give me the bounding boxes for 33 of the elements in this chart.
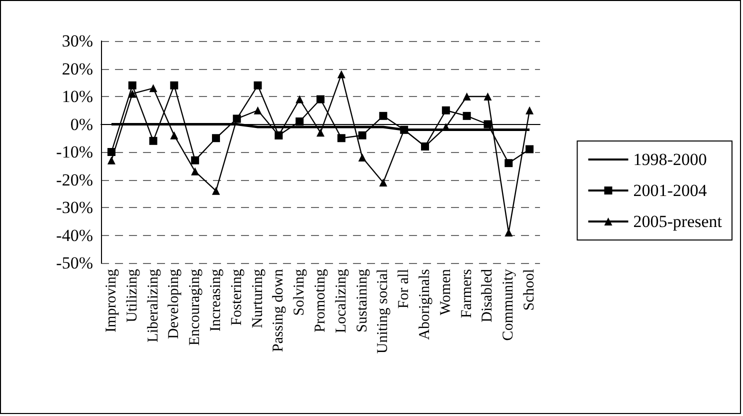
y-tick-label: 10% — [62, 87, 93, 106]
legend-label: 2005-present — [633, 212, 722, 231]
x-tick-label: Utilizing — [124, 268, 140, 322]
y-tick-label: 30% — [62, 32, 93, 50]
x-tick-label: Liberalizing — [145, 268, 162, 342]
x-tick-label: Farmers — [458, 268, 475, 318]
x-tick-label: Nurturing — [250, 268, 266, 328]
x-tick-label: School — [522, 269, 538, 311]
y-tick-label: -20% — [56, 170, 93, 190]
x-tick-label: For all — [396, 269, 412, 309]
x-tick-label: Improving — [103, 268, 120, 332]
x-tick-label: Sustaining — [354, 268, 370, 332]
legend-label: 2001-2004 — [633, 181, 708, 200]
x-tick-label: Uniting social — [375, 269, 392, 354]
x-tick-label: Disabled — [480, 268, 496, 322]
x-tick-label: Localizing — [333, 268, 350, 334]
y-tick-label: 0% — [70, 114, 93, 134]
x-tick-label: Encouraging — [187, 268, 204, 346]
x-tick-label: Promoting — [312, 268, 328, 332]
legend-label: 1998-2000 — [633, 150, 707, 169]
x-tick-label: Increasing — [208, 268, 224, 332]
y-tick-label: -40% — [56, 226, 93, 245]
y-tick-label: -50% — [56, 254, 93, 272]
y-tick-label: 20% — [62, 59, 93, 78]
x-tick-label: Women — [438, 268, 454, 316]
x-tick-label: Fostering — [228, 268, 245, 326]
x-tick-label: Community — [500, 268, 517, 341]
x-tick-label: Developing — [166, 268, 182, 339]
x-tick-label: Aboriginals — [417, 268, 434, 340]
x-tick-label: Solving — [292, 268, 308, 316]
y-tick-label: -30% — [56, 198, 93, 217]
x-tick-label: Passing down — [270, 268, 287, 352]
y-tick-label: -10% — [56, 142, 93, 162]
